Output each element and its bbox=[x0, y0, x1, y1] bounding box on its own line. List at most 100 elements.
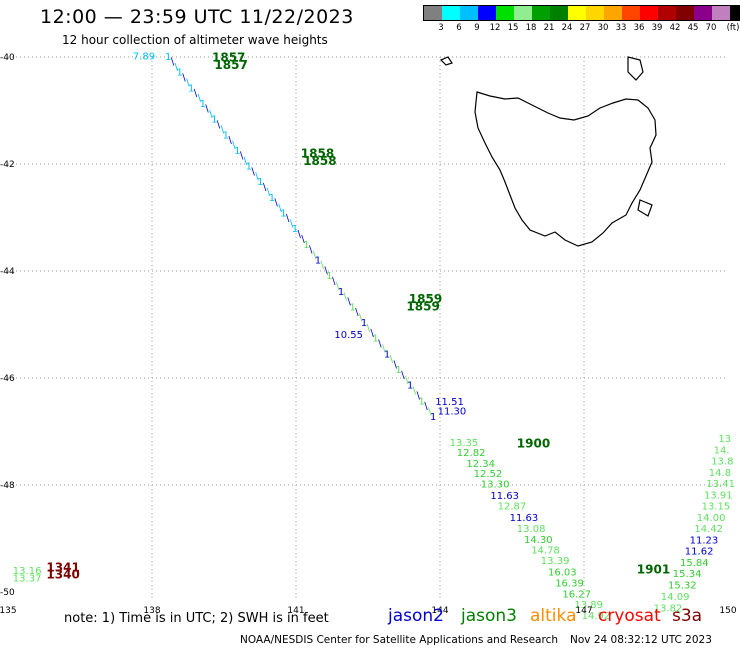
scale-tick-label: 3 bbox=[438, 23, 444, 33]
track-mark: 1 bbox=[315, 255, 321, 266]
color-swatch bbox=[514, 6, 532, 20]
legend-altika: altika bbox=[530, 606, 577, 626]
tasmania-outline bbox=[474, 91, 657, 247]
time-label: 1341 bbox=[46, 561, 79, 575]
track-mark: ∖ bbox=[219, 125, 225, 136]
track-mark: 1 bbox=[407, 381, 413, 392]
wave-height-label: 11.30 bbox=[438, 406, 467, 417]
longitude-label: 138 bbox=[143, 606, 160, 616]
wave-height-label: 14. bbox=[714, 445, 730, 456]
track-mark: 1 bbox=[269, 193, 275, 204]
scale-tick-label: 15 bbox=[507, 23, 519, 33]
track-mark: ∖ bbox=[242, 156, 248, 167]
color-swatch bbox=[550, 6, 568, 20]
track-mark: ∖ bbox=[230, 141, 236, 152]
color-swatch bbox=[640, 6, 658, 20]
track-mark: 1 bbox=[188, 83, 194, 94]
track-mark: ∖ bbox=[173, 62, 179, 73]
track-mark: ∖ bbox=[288, 219, 294, 230]
longitude-label: 141 bbox=[287, 606, 304, 616]
wave-height-label: 13.8 bbox=[711, 457, 733, 468]
time-label: 1901 bbox=[637, 562, 670, 576]
wave-height-label: 7.89 bbox=[133, 52, 155, 63]
track-mark: ∖ bbox=[392, 360, 398, 371]
track-mark: ∖ bbox=[353, 308, 359, 319]
latitude-label: -46 bbox=[0, 374, 15, 384]
color-swatch bbox=[460, 6, 478, 20]
wave-height-label: 13.15 bbox=[702, 502, 731, 513]
scale-tick-label: 27 bbox=[579, 23, 591, 33]
wave-height-label: 14.92 bbox=[582, 611, 611, 622]
color-swatch bbox=[442, 6, 460, 20]
track-mark: ∖ bbox=[311, 250, 317, 261]
legend-jason3: jason3 bbox=[461, 606, 517, 626]
track-mark: 1 bbox=[246, 162, 252, 173]
track-mark: 1 bbox=[326, 271, 332, 282]
time-label: 1857 bbox=[214, 58, 247, 72]
scale-tick-label: 36 bbox=[633, 23, 645, 33]
latitude-label: -42 bbox=[0, 160, 15, 170]
scale-tick-label: 70 bbox=[705, 23, 717, 33]
track-mark: ∖ bbox=[376, 339, 382, 350]
track-mark: ∖ bbox=[380, 344, 386, 355]
track-mark: ∖ bbox=[276, 203, 282, 214]
wave-height-label: 14.00 bbox=[697, 513, 726, 524]
scale-tick-label: 18 bbox=[525, 23, 537, 33]
track-mark: 1 bbox=[349, 302, 355, 313]
wave-height-label: 13.35 bbox=[450, 438, 479, 449]
wave-height-label: 14.8 bbox=[709, 468, 731, 479]
longitude-label: 150 bbox=[719, 606, 736, 616]
scale-tick-label: 39 bbox=[651, 23, 663, 33]
track-mark: ∖ bbox=[411, 386, 417, 397]
track-mark: ∖ bbox=[261, 182, 267, 193]
color-swatch bbox=[496, 6, 514, 20]
track-mark: 1 bbox=[418, 396, 424, 407]
track-mark: 1 bbox=[165, 52, 171, 63]
wave-height-label: 16.27 bbox=[562, 589, 591, 600]
king-island-outline bbox=[439, 56, 453, 66]
scale-tick-label: 12 bbox=[489, 23, 501, 33]
time-label: 1859 bbox=[406, 300, 439, 314]
track-mark: ∖ bbox=[322, 266, 328, 277]
track-mark: 1 bbox=[200, 99, 206, 110]
track-mark: 1 bbox=[303, 240, 309, 251]
color-swatch bbox=[532, 6, 550, 20]
latitude-label: -44 bbox=[0, 267, 15, 277]
generated-timestamp: Nov 24 08:32:12 UTC 2023 bbox=[570, 634, 712, 646]
track-mark: 1 bbox=[292, 224, 298, 235]
wave-height-label: 10.55 bbox=[334, 330, 363, 341]
track-mark: ∖ bbox=[415, 391, 421, 402]
track-mark: ∖ bbox=[365, 323, 371, 334]
track-mark: ∖ bbox=[307, 245, 313, 256]
satellite-track: 1∖∖1∖∖1∖∖1∖∖1∖∖1∖∖1∖∖1∖∖1∖∖1∖∖1∖∖1∖∖1∖∖1… bbox=[165, 52, 436, 423]
footer-credit: NOAA/NESDIS Center for Satellite Applica… bbox=[240, 634, 712, 646]
track-mark: 1 bbox=[372, 334, 378, 345]
wave-height-label: 14.09 bbox=[661, 592, 690, 603]
wave-height-label: 15.84 bbox=[680, 558, 709, 569]
time-label: 1859 bbox=[409, 292, 442, 306]
wave-height-label: 12.34 bbox=[466, 459, 495, 470]
longitude-label: 147 bbox=[575, 606, 592, 616]
color-swatch bbox=[424, 6, 442, 20]
time-label: 1900 bbox=[517, 437, 550, 451]
wave-height-label: 12.87 bbox=[498, 502, 527, 513]
scale-tick-label: 21 bbox=[543, 23, 555, 33]
color-swatch bbox=[712, 6, 730, 20]
color-swatch bbox=[622, 6, 640, 20]
latitude-label: -50 bbox=[0, 588, 15, 598]
map-subtitle: 12 hour collection of altimeter wave hei… bbox=[62, 33, 328, 47]
track-mark: ∖ bbox=[342, 292, 348, 303]
wave-height-label: 11.62 bbox=[685, 547, 714, 558]
wave-height-label: 12.52 bbox=[474, 469, 503, 480]
wave-height-label: 15.34 bbox=[673, 569, 702, 580]
track-mark: ∖ bbox=[215, 120, 221, 131]
scale-tick-label: 42 bbox=[669, 23, 681, 33]
scale-tick-label: 30 bbox=[597, 23, 609, 33]
track-mark: 1 bbox=[338, 287, 344, 298]
wave-height-label: 11.23 bbox=[690, 535, 719, 546]
color-swatch bbox=[586, 6, 604, 20]
credit-text: NOAA/NESDIS Center for Satellite Applica… bbox=[240, 634, 558, 646]
time-label: 1340 bbox=[46, 568, 79, 582]
scale-tick-label: 24 bbox=[561, 23, 573, 33]
track-mark: ∖ bbox=[226, 135, 232, 146]
